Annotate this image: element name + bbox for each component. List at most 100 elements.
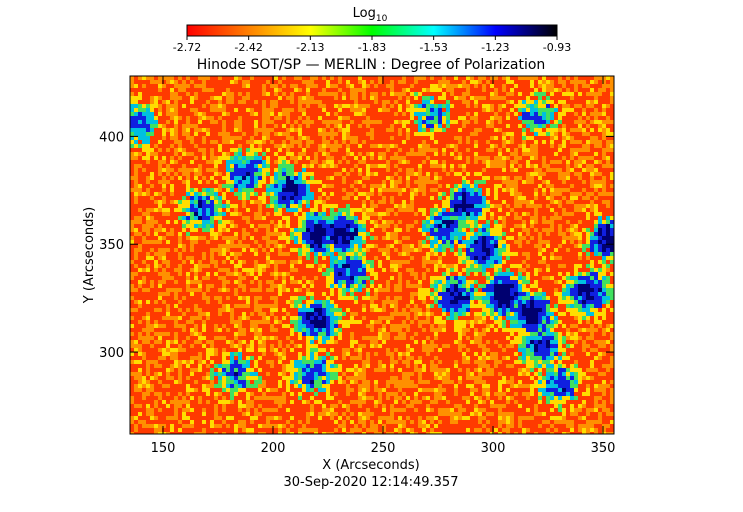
heatmap-cell (266, 128, 270, 132)
heatmap-cell (290, 156, 294, 160)
heatmap-cell (594, 100, 598, 104)
heatmap-cell (494, 352, 498, 356)
heatmap-cell (218, 108, 222, 112)
heatmap-cell (418, 244, 422, 248)
heatmap-cell (550, 328, 554, 332)
heatmap-cell (150, 344, 154, 348)
heatmap-cell (186, 184, 190, 188)
heatmap-cell (214, 236, 218, 240)
heatmap-cell (282, 108, 286, 112)
heatmap-cell (246, 92, 250, 96)
heatmap-cell (434, 320, 438, 324)
heatmap-cell (170, 276, 174, 280)
heatmap-cell (286, 188, 290, 192)
heatmap-cell (322, 208, 326, 212)
heatmap-cell (582, 108, 586, 112)
heatmap-cell (226, 304, 230, 308)
heatmap-cell (598, 240, 602, 244)
heatmap-cell (254, 252, 258, 256)
heatmap-cell (466, 112, 470, 116)
heatmap-cell (354, 368, 358, 372)
heatmap-cell (154, 252, 158, 256)
heatmap-cell (590, 88, 594, 92)
heatmap-cell (218, 116, 222, 120)
heatmap-cell (542, 160, 546, 164)
heatmap-cell (174, 160, 178, 164)
heatmap-cell (550, 92, 554, 96)
heatmap-cell (222, 204, 226, 208)
heatmap-cell (578, 232, 582, 236)
heatmap-cell (390, 184, 394, 188)
heatmap-cell (246, 148, 250, 152)
heatmap-cell (170, 368, 174, 372)
heatmap-cell (354, 140, 358, 144)
heatmap-cell (378, 248, 382, 252)
heatmap-cell (318, 308, 322, 312)
heatmap-cell (538, 100, 542, 104)
heatmap-cell (326, 124, 330, 128)
heatmap-cell (330, 280, 334, 284)
heatmap-cell (434, 104, 438, 108)
heatmap-cell (354, 112, 358, 116)
heatmap-cell (550, 364, 554, 368)
heatmap-cell (146, 268, 150, 272)
heatmap-cell (350, 168, 354, 172)
heatmap-cell (166, 352, 170, 356)
heatmap-cell (522, 300, 526, 304)
heatmap-cell (350, 228, 354, 232)
heatmap-cell (458, 312, 462, 316)
heatmap-cell (286, 312, 290, 316)
heatmap-cell (426, 108, 430, 112)
heatmap-cell (394, 204, 398, 208)
heatmap-cell (170, 288, 174, 292)
heatmap-cell (514, 276, 518, 280)
heatmap-cell (458, 164, 462, 168)
heatmap-cell (166, 220, 170, 224)
heatmap-cell (386, 236, 390, 240)
heatmap-cell (410, 152, 414, 156)
heatmap-cell (438, 224, 442, 228)
heatmap-cell (494, 196, 498, 200)
heatmap-cell (298, 336, 302, 340)
heatmap-cell (518, 196, 522, 200)
heatmap-cell (482, 200, 486, 204)
heatmap-cell (402, 324, 406, 328)
heatmap-cell (234, 292, 238, 296)
heatmap-cell (454, 312, 458, 316)
heatmap-cell (482, 284, 486, 288)
heatmap-cell (250, 328, 254, 332)
heatmap-cell (222, 212, 226, 216)
heatmap-cell (462, 256, 466, 260)
heatmap-cell (306, 320, 310, 324)
heatmap-cell (242, 260, 246, 264)
heatmap-cell (450, 92, 454, 96)
heatmap-cell (382, 164, 386, 168)
heatmap-cell (138, 136, 142, 140)
heatmap-cell (546, 120, 550, 124)
heatmap-cell (438, 176, 442, 180)
heatmap-cell (450, 312, 454, 316)
heatmap-cell (522, 324, 526, 328)
heatmap-cell (190, 212, 194, 216)
heatmap-cell (370, 284, 374, 288)
heatmap-cell (450, 308, 454, 312)
heatmap-cell (462, 268, 466, 272)
heatmap-cell (486, 284, 490, 288)
heatmap-cell (466, 300, 470, 304)
heatmap-cell (158, 296, 162, 300)
heatmap-cell (450, 168, 454, 172)
heatmap-cell (466, 120, 470, 124)
heatmap-cell (450, 240, 454, 244)
heatmap-cell (446, 200, 450, 204)
heatmap-cell (386, 188, 390, 192)
heatmap-cell (186, 188, 190, 192)
heatmap-cell (522, 132, 526, 136)
heatmap-cell (142, 192, 146, 196)
heatmap-cell (470, 224, 474, 228)
heatmap-cell (166, 260, 170, 264)
heatmap-cell (330, 288, 334, 292)
heatmap-cell (434, 116, 438, 120)
heatmap-cell (538, 340, 542, 344)
heatmap-cell (526, 256, 530, 260)
heatmap-cell (346, 240, 350, 244)
